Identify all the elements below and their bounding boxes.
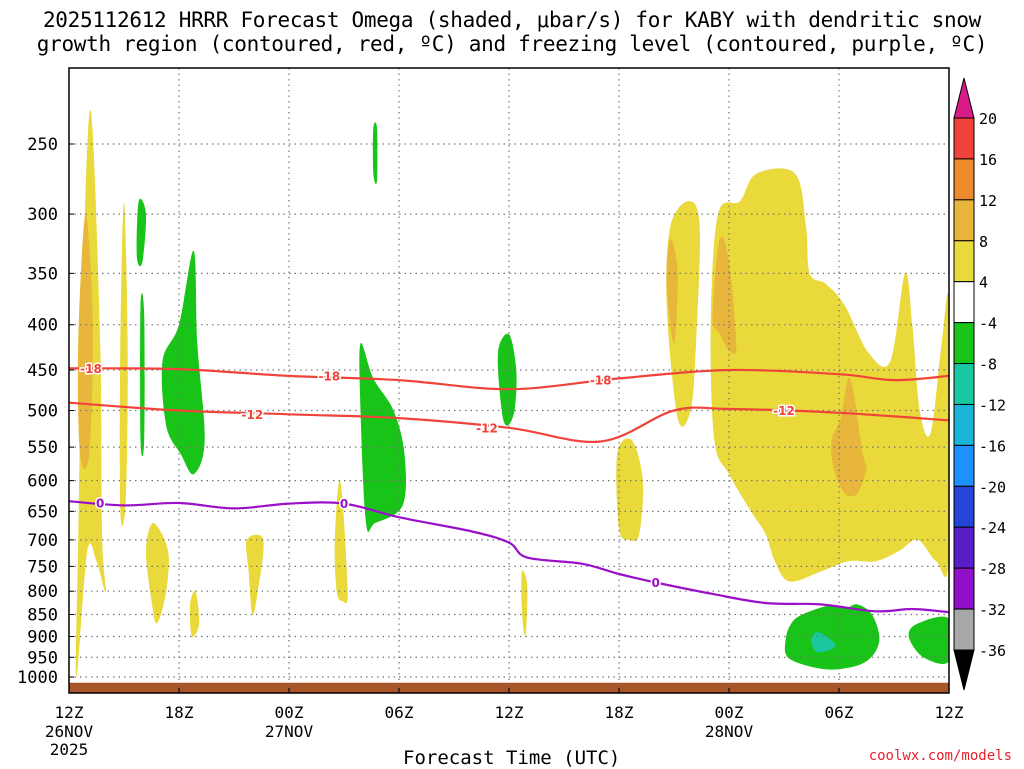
colorbar-arrow-top bbox=[953, 77, 975, 119]
x-date-label-2: 27NOV bbox=[265, 722, 314, 741]
y-tick-label-250: 250 bbox=[27, 135, 58, 155]
x-tick-label-5: 18Z bbox=[605, 703, 634, 722]
x-tick-label-8: 12Z bbox=[935, 703, 964, 722]
omega-region-5 bbox=[161, 250, 205, 475]
y-tick-label-850: 850 bbox=[27, 606, 58, 626]
y-tick-label-500: 500 bbox=[27, 402, 58, 422]
contour-label-7: 0 bbox=[340, 497, 348, 511]
omega-region-6 bbox=[145, 523, 169, 624]
y-tick-label-600: 600 bbox=[27, 472, 58, 492]
contour-label-6: 0 bbox=[96, 497, 104, 511]
x-tick-label-1: 18Z bbox=[165, 703, 194, 722]
colorbar-label-3: 8 bbox=[979, 233, 988, 251]
x-date-label-6: 28NOV bbox=[705, 722, 754, 741]
colorbar-label-4: 4 bbox=[979, 274, 988, 292]
credit-text: coolwx.com/models bbox=[868, 748, 1012, 764]
omega-region-12 bbox=[497, 333, 517, 426]
omega-region-9 bbox=[334, 479, 348, 604]
title-line-2: growth region (contoured, red, ºC) and f… bbox=[36, 32, 988, 56]
contour-label-4: -12 bbox=[476, 421, 498, 435]
omega-region-16 bbox=[710, 168, 949, 582]
colorbar-swatch-12 bbox=[953, 608, 975, 651]
contour-label-5: -12 bbox=[773, 404, 795, 418]
dgz-contour--18 bbox=[69, 367, 949, 391]
x-year-label-0: 2025 bbox=[50, 740, 89, 759]
omega-region-21 bbox=[811, 632, 836, 653]
colorbar-swatch-0 bbox=[953, 117, 975, 160]
y-tick-label-900: 900 bbox=[27, 627, 58, 647]
x-date-label-0: 26NOV bbox=[45, 722, 94, 741]
colorbar-label-5: -4 bbox=[979, 315, 997, 333]
omega-region-10 bbox=[359, 342, 407, 533]
x-tick-label-2: 00Z bbox=[275, 703, 304, 722]
colorbar-swatch-1 bbox=[953, 158, 975, 201]
y-tick-label-450: 450 bbox=[27, 361, 58, 381]
omega-region-2 bbox=[119, 201, 128, 527]
colorbar-swatch-11 bbox=[953, 567, 975, 610]
contour-label-0: -18 bbox=[80, 362, 102, 376]
contour-label-8: 0 bbox=[651, 576, 659, 590]
x-tick-label-3: 06Z bbox=[385, 703, 414, 722]
colorbar-label-0: 20 bbox=[979, 110, 997, 128]
omega-region-13 bbox=[521, 570, 528, 638]
x-tick-label-0: 12Z bbox=[55, 703, 84, 722]
colorbar-label-11: -28 bbox=[979, 560, 1006, 578]
colorbar-label-6: -8 bbox=[979, 356, 997, 374]
colorbar-swatch-9 bbox=[953, 485, 975, 528]
colorbar-label-12: -32 bbox=[979, 601, 1006, 619]
y-tick-label-950: 950 bbox=[27, 648, 58, 668]
omega-region-17 bbox=[666, 238, 678, 344]
x-axis-label: Forecast Time (UTC) bbox=[403, 747, 621, 769]
colorbar-label-7: -12 bbox=[979, 396, 1006, 414]
omega-region-7 bbox=[189, 590, 200, 638]
surface-terrain-band bbox=[69, 682, 949, 693]
omega-region-3 bbox=[136, 198, 147, 267]
x-tick-label-6: 00Z bbox=[715, 703, 744, 722]
y-tick-label-400: 400 bbox=[27, 316, 58, 336]
x-tick-label-4: 12Z bbox=[495, 703, 524, 722]
colorbar-swatch-5 bbox=[953, 322, 975, 365]
colorbar-label-10: -24 bbox=[979, 519, 1006, 537]
y-tick-label-1000: 1000 bbox=[17, 668, 58, 688]
colorbar-swatch-10 bbox=[953, 526, 975, 569]
omega-region-22 bbox=[908, 616, 949, 664]
y-tick-label-800: 800 bbox=[27, 582, 58, 602]
colorbar-label-2: 12 bbox=[979, 192, 997, 210]
y-tick-label-750: 750 bbox=[27, 557, 58, 577]
colorbar-swatch-7 bbox=[953, 403, 975, 446]
contour-label-2: -18 bbox=[590, 374, 612, 388]
omega-region-19 bbox=[831, 377, 867, 497]
omega-region-8 bbox=[245, 534, 264, 615]
colorbar-swatch-8 bbox=[953, 444, 975, 487]
colorbar-label-8: -16 bbox=[979, 437, 1006, 455]
y-tick-label-550: 550 bbox=[27, 438, 58, 458]
colorbar-arrow-bottom bbox=[953, 649, 975, 691]
colorbar-swatch-4 bbox=[953, 281, 975, 324]
y-tick-label-350: 350 bbox=[27, 264, 58, 284]
colorbar-label-1: 16 bbox=[979, 151, 997, 169]
colorbar-swatch-3 bbox=[953, 240, 975, 283]
chart-title: 2025112612 HRRR Forecast Omega (shaded, … bbox=[0, 8, 1024, 56]
omega-region-4 bbox=[140, 293, 145, 457]
omega-region-11 bbox=[372, 122, 378, 185]
omega-region-20 bbox=[784, 604, 880, 670]
contour-label-1: -18 bbox=[318, 369, 340, 383]
colorbar-swatch-2 bbox=[953, 199, 975, 242]
colorbar-label-13: -36 bbox=[979, 642, 1006, 660]
y-tick-label-700: 700 bbox=[27, 531, 58, 551]
colorbar-swatch-6 bbox=[953, 363, 975, 405]
freezing-level-contour bbox=[69, 500, 949, 614]
y-tick-label-300: 300 bbox=[27, 205, 58, 225]
colorbar-label-9: -20 bbox=[979, 478, 1006, 496]
title-line-1: 2025112612 HRRR Forecast Omega (shaded, … bbox=[42, 8, 982, 32]
dgz-contour--12 bbox=[69, 401, 949, 444]
x-tick-label-7: 06Z bbox=[825, 703, 854, 722]
omega-region-14 bbox=[616, 438, 644, 542]
y-tick-label-650: 650 bbox=[27, 502, 58, 522]
contour-label-3: -12 bbox=[241, 408, 263, 422]
